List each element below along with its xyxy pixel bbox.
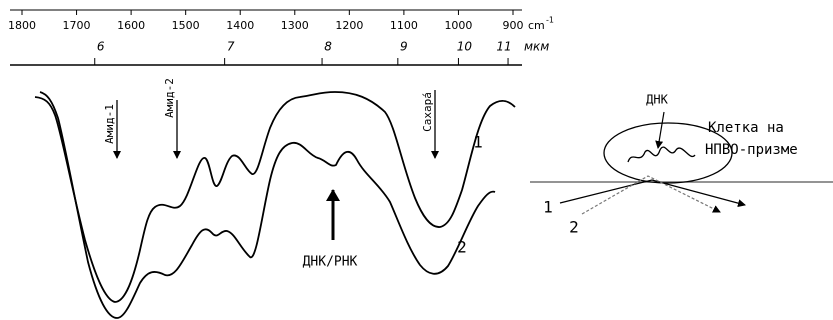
tick-label: 1300	[281, 19, 309, 32]
tick-label: 1500	[172, 19, 200, 32]
tick-label: 7	[227, 40, 235, 54]
tick-label: 1100	[390, 19, 418, 32]
top-axis: cm -1 мкм 1800 1700 1600 1500 1400 1300 1200 11…	[8, 9, 554, 66]
annotations: Амид-1 Амид-2 Сахара́ ДНК/РНК 1 2	[103, 78, 483, 269]
cell-label: НПВО-призме	[705, 142, 798, 158]
ray-label: 1	[543, 198, 553, 217]
tick-label: 1800	[8, 19, 36, 32]
tick-label: 10	[457, 40, 473, 54]
label-amide2: Амид-2	[163, 78, 176, 118]
label-dna-rna: ДНК/РНК	[303, 255, 358, 270]
scheme: ДНК Клетка на НПВО-призме 1 2	[530, 93, 833, 237]
unit: cm	[528, 19, 545, 32]
label-amide1: Амид-1	[103, 104, 116, 144]
cell	[603, 122, 733, 184]
curve-label: 2	[457, 238, 467, 257]
ray-label: 2	[569, 218, 579, 237]
tick-label: 8	[324, 40, 332, 54]
tick-label: 1700	[63, 19, 91, 32]
arrow	[655, 111, 665, 149]
ray-2	[581, 175, 721, 215]
curve-2	[39, 91, 496, 319]
tick-label: 1000	[444, 19, 472, 32]
label-dna: ДНК	[646, 93, 668, 107]
tick-label: 1600	[117, 19, 145, 32]
cell-label: Клетка на	[708, 120, 784, 136]
tick-label: 9	[400, 40, 408, 54]
ray-1	[559, 179, 746, 208]
tick-label: 11	[496, 40, 511, 54]
tick-label: 6	[97, 40, 105, 54]
spectra	[34, 91, 516, 319]
curve-1	[34, 91, 516, 303]
curve-label: 1	[473, 133, 483, 152]
tick-label: 900	[503, 19, 524, 32]
dna-squiggle	[627, 146, 696, 163]
label-sugar: Сахара́	[421, 92, 434, 132]
unit-exponent: -1	[546, 16, 554, 25]
tick-label: 1400	[226, 19, 254, 32]
unit: мкм	[524, 40, 549, 54]
tick-label: 1200	[335, 19, 363, 32]
